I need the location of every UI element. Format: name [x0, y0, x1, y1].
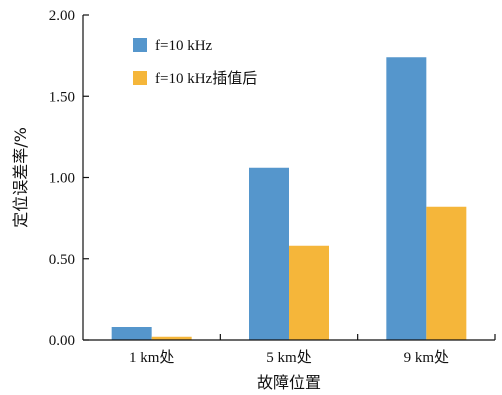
y-ticks: 0.00 0.50 1.00 1.50 2.00 [49, 8, 89, 349]
y-tick-label: 0.00 [49, 333, 75, 349]
x-tick-label: 9 km处 [404, 349, 449, 366]
y-tick-label: 2.00 [49, 8, 75, 24]
x-ticks: 1 km处 5 km处 9 km处 [129, 334, 496, 366]
legend-label-1: f=10 kHz [155, 38, 213, 54]
x-axis-title: 故障位置 [257, 373, 321, 392]
legend-swatch-2 [133, 71, 147, 85]
bar-2-3 [426, 206, 467, 340]
y-tick-label: 1.00 [49, 171, 75, 187]
y-axis-title: 定位误差率/% [11, 127, 30, 228]
bar-1-1 [111, 327, 152, 340]
bar-1-3 [386, 57, 427, 340]
bar-2-1 [151, 336, 192, 340]
bar-2-2 [289, 245, 329, 340]
legend: f=10 kHz f=10 kHz插值后 [133, 38, 257, 87]
bars-layer [111, 57, 467, 340]
x-tick-label: 1 km处 [129, 349, 174, 366]
bar-1-2 [249, 167, 289, 340]
y-tick-label: 1.50 [49, 89, 75, 105]
legend-label-2: f=10 kHz插值后 [155, 70, 257, 87]
x-tick-label: 5 km处 [266, 349, 311, 366]
y-tick-label: 0.50 [49, 252, 75, 268]
legend-swatch-1 [133, 38, 147, 52]
